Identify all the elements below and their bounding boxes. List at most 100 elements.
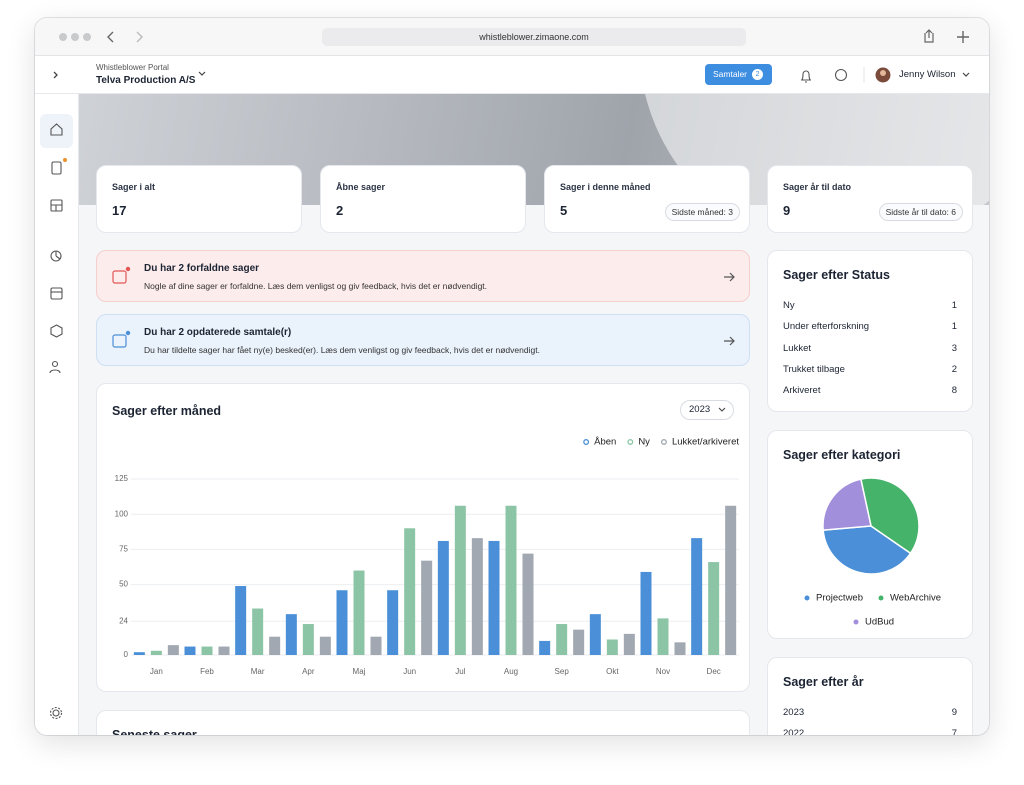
bar — [522, 553, 534, 655]
bar — [539, 640, 551, 655]
recent-title: Seneste sager — [112, 728, 197, 735]
bar — [302, 624, 314, 655]
bar — [708, 562, 720, 655]
legend-label: Lukket/arkiveret — [672, 437, 739, 448]
alert-dot — [125, 330, 131, 336]
panel-row: Ny 1 — [783, 300, 957, 311]
url-bar[interactable]: whistleblower.zimaone.com — [322, 28, 746, 46]
row-label: Ny — [783, 300, 795, 311]
x-tick-label: Jan — [150, 667, 163, 676]
alert-arrow — [724, 336, 735, 346]
panel-title: Sager efter år — [783, 675, 864, 689]
bar — [454, 505, 466, 655]
alert[interactable]: Du har 2 opdaterede samtale(r) Du har til… — [96, 314, 750, 366]
bar — [606, 639, 618, 655]
company-name[interactable]: Telva Production A/S — [96, 75, 196, 86]
bar — [285, 614, 297, 655]
stat-value: 5 — [560, 203, 568, 218]
portal-name: Whistleblower Portal — [96, 63, 169, 72]
legend-label: Åben — [594, 437, 616, 448]
y-tick-label: 75 — [119, 545, 128, 554]
legend-label: WebArchive — [890, 593, 941, 604]
bar — [336, 590, 348, 655]
x-tick-label: Dec — [707, 667, 721, 676]
bar — [133, 652, 145, 655]
row-value: 7 — [951, 728, 957, 735]
x-tick-label: Aug — [504, 667, 518, 676]
legend-marker — [583, 439, 590, 445]
panel-row: Under efterforskning 1 — [783, 321, 957, 332]
app-header: Whistleblower Portal Telva Production A/… — [35, 56, 989, 94]
bar — [421, 560, 433, 655]
sidebar — [35, 94, 79, 735]
x-tick-label: Feb — [200, 667, 214, 676]
bar-chart-card: Sager efter måned 2023 0 24 50 75 100 125 Lukket… — [96, 383, 750, 692]
pie-chart-card: Sager efter kategori Projectweb WebArchive… — [767, 430, 973, 639]
row-label: 2023 — [783, 707, 805, 718]
x-tick-label: Jun — [403, 667, 416, 676]
bar — [556, 624, 568, 655]
row-label: Arkiveret — [783, 385, 821, 397]
bar — [218, 646, 230, 655]
alert-icons — [112, 266, 735, 284]
x-tick-label: Jul — [455, 667, 465, 676]
stat-label: Sager i alt — [112, 182, 156, 192]
legend-marker — [804, 595, 810, 601]
bar — [437, 540, 449, 655]
alert-text: Du har tildelte sager har fået ny(e) bes… — [144, 345, 540, 355]
panel-row: 2022 7 — [783, 728, 957, 735]
bar — [505, 505, 517, 655]
toolbar: whistleblower.zimaone.com — [35, 18, 989, 56]
x-tick-label: Sep — [555, 667, 570, 676]
bar — [691, 538, 703, 655]
bar — [370, 636, 382, 655]
panel-row: Arkiveret 8 — [783, 385, 957, 396]
badge: 2 — [752, 69, 764, 80]
select-chevron — [718, 407, 726, 412]
bar — [167, 645, 179, 655]
panel-title: Sager efter Status — [783, 268, 890, 282]
stat-card: Sager år til dato 9 Sidste år til dato: 6 — [767, 165, 973, 233]
recent-card: Seneste sager — [96, 710, 750, 735]
row-label: Lukket — [783, 342, 811, 354]
stat-card: Sager i denne måned 5 Sidste måned: 3 — [544, 165, 750, 233]
bar — [488, 540, 500, 655]
y-tick-label: 50 — [119, 580, 128, 589]
row-label: Under efterforskning — [783, 321, 870, 333]
user-name[interactable]: Jenny Wilson — [899, 69, 956, 80]
legend-label: UdBud — [865, 617, 894, 628]
alert-icon — [112, 334, 127, 348]
chart-title: Sager efter kategori — [783, 448, 901, 462]
row-label: 2022 — [783, 728, 805, 735]
stat-card: Åbne sager 2 — [320, 165, 526, 233]
bar — [184, 646, 196, 655]
legend-marker — [853, 619, 859, 625]
stat-note: Sidste år til dato: 6 — [878, 203, 963, 221]
stat-card: Sager i alt 17 — [96, 165, 302, 233]
x-tick-label: Apr — [302, 667, 315, 676]
bar — [201, 646, 213, 655]
stat-note: Sidste måned: 3 — [664, 203, 740, 221]
row-value: 8 — [951, 385, 957, 397]
bar — [235, 586, 247, 655]
panel-row: 2023 9 — [783, 707, 957, 718]
bar — [471, 538, 483, 655]
stat-value: 17 — [112, 203, 127, 218]
alert-title: Du har 2 opdaterede samtale(r) — [144, 327, 292, 338]
year-select[interactable]: 2023 — [680, 400, 734, 420]
panel: Sager efter år 2023 9 2022 7 — [767, 657, 973, 735]
alert[interactable]: Du har 2 forfaldne sager Nogle af dine sa… — [96, 250, 750, 302]
y-tick-label: 100 — [115, 509, 129, 518]
panel-row: Lukket 3 — [783, 343, 957, 354]
pie-slice — [822, 478, 872, 531]
x-tick-label: Okt — [606, 667, 619, 676]
bar-chart: 0 24 50 75 100 125 Lukket/arkiveret Ny Åben Jan Fe… — [115, 407, 739, 676]
bar — [353, 570, 365, 655]
toolbar-icons — [59, 29, 969, 43]
row-value: 1 — [951, 300, 957, 311]
samtaler-button[interactable]: Samtaler 2 — [705, 64, 772, 85]
x-tick-label: Maj — [353, 667, 366, 676]
row-label: Trukket tilbage — [783, 363, 845, 375]
pie-slice — [859, 477, 920, 555]
